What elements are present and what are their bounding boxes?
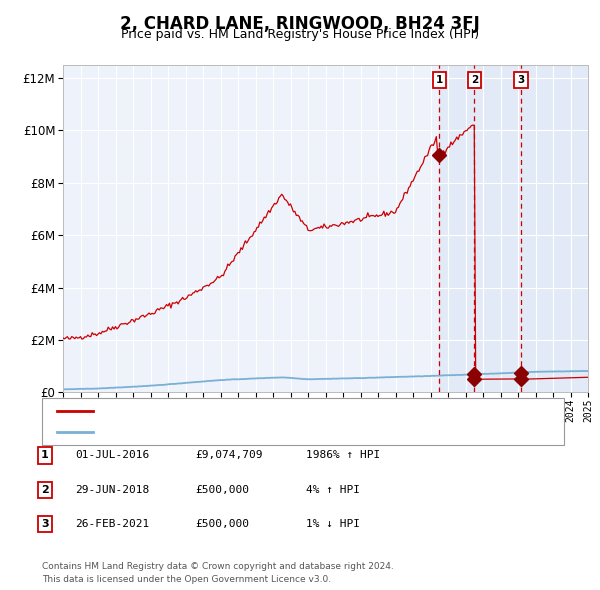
Text: 4% ↑ HPI: 4% ↑ HPI: [306, 485, 360, 494]
Text: 29-JUN-2018: 29-JUN-2018: [75, 485, 149, 494]
Text: This data is licensed under the Open Government Licence v3.0.: This data is licensed under the Open Gov…: [42, 575, 331, 584]
Text: 2: 2: [470, 75, 478, 84]
Text: 01-JUL-2016: 01-JUL-2016: [75, 451, 149, 460]
Text: £9,074,709: £9,074,709: [195, 451, 263, 460]
Text: £500,000: £500,000: [195, 519, 249, 529]
Text: 1986% ↑ HPI: 1986% ↑ HPI: [306, 451, 380, 460]
Text: 1: 1: [41, 451, 49, 460]
Text: 3: 3: [517, 75, 524, 84]
Text: HPI: Average price, detached house, New Forest: HPI: Average price, detached house, New …: [99, 427, 398, 437]
Text: 2, CHARD LANE, RINGWOOD, BH24 3FJ (detached house): 2, CHARD LANE, RINGWOOD, BH24 3FJ (detac…: [99, 407, 424, 417]
Text: 26-FEB-2021: 26-FEB-2021: [75, 519, 149, 529]
Bar: [439, 65, 597, 392]
Text: Price paid vs. HM Land Registry's House Price Index (HPI): Price paid vs. HM Land Registry's House …: [121, 28, 479, 41]
Text: 1% ↓ HPI: 1% ↓ HPI: [306, 519, 360, 529]
Text: 2, CHARD LANE, RINGWOOD, BH24 3FJ: 2, CHARD LANE, RINGWOOD, BH24 3FJ: [120, 15, 480, 33]
Text: £500,000: £500,000: [195, 485, 249, 494]
Text: 3: 3: [41, 519, 49, 529]
Text: 2: 2: [41, 485, 49, 494]
Text: 1: 1: [436, 75, 443, 84]
Text: Contains HM Land Registry data © Crown copyright and database right 2024.: Contains HM Land Registry data © Crown c…: [42, 562, 394, 571]
